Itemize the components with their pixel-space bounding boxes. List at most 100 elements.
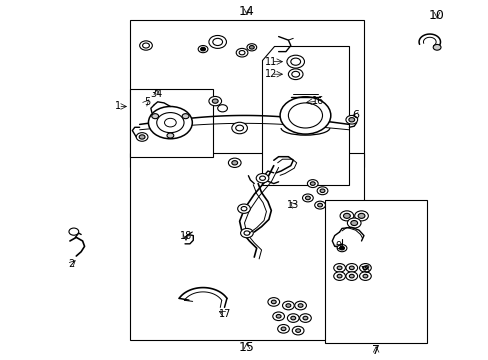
Circle shape xyxy=(294,301,306,310)
Circle shape xyxy=(345,116,357,124)
Circle shape xyxy=(241,207,246,211)
Circle shape xyxy=(298,304,303,307)
Circle shape xyxy=(164,118,176,127)
Circle shape xyxy=(305,196,310,200)
Circle shape xyxy=(182,114,189,119)
Polygon shape xyxy=(261,45,348,185)
Circle shape xyxy=(231,122,247,134)
Circle shape xyxy=(336,244,346,252)
Text: 9: 9 xyxy=(335,241,341,251)
Text: 14: 14 xyxy=(239,5,254,18)
Circle shape xyxy=(208,96,221,106)
Circle shape xyxy=(200,47,205,51)
Circle shape xyxy=(249,45,254,49)
Circle shape xyxy=(280,97,330,134)
Circle shape xyxy=(148,107,192,139)
Circle shape xyxy=(235,125,243,131)
Circle shape xyxy=(285,304,290,307)
Circle shape xyxy=(432,44,440,50)
Circle shape xyxy=(157,113,183,133)
Circle shape xyxy=(345,264,357,272)
Text: 12: 12 xyxy=(264,69,277,79)
Circle shape xyxy=(136,133,148,141)
Circle shape xyxy=(295,329,300,332)
Circle shape xyxy=(212,99,218,103)
Circle shape xyxy=(237,204,250,213)
Circle shape xyxy=(244,231,249,235)
Circle shape xyxy=(320,189,325,193)
Circle shape xyxy=(271,300,276,304)
Circle shape xyxy=(302,194,313,202)
Circle shape xyxy=(256,174,268,183)
Circle shape xyxy=(359,264,370,272)
Circle shape xyxy=(336,266,341,270)
Circle shape xyxy=(359,272,370,280)
Circle shape xyxy=(142,43,149,48)
Circle shape xyxy=(287,314,299,322)
Circle shape xyxy=(290,316,295,320)
Circle shape xyxy=(236,48,247,57)
Circle shape xyxy=(139,135,145,139)
Circle shape xyxy=(348,266,353,270)
Circle shape xyxy=(291,71,299,77)
Text: 10: 10 xyxy=(428,9,444,22)
Circle shape xyxy=(208,36,226,48)
Circle shape xyxy=(307,180,318,188)
Circle shape xyxy=(228,158,241,167)
Circle shape xyxy=(343,213,349,219)
Circle shape xyxy=(333,272,345,280)
Circle shape xyxy=(317,203,322,207)
Circle shape xyxy=(362,274,367,278)
Text: 16: 16 xyxy=(311,96,323,106)
Circle shape xyxy=(140,41,152,50)
Bar xyxy=(130,153,363,339)
Circle shape xyxy=(69,228,79,235)
Circle shape xyxy=(239,50,244,55)
Text: 7: 7 xyxy=(371,344,379,357)
Text: 34: 34 xyxy=(150,89,163,99)
Text: 6: 6 xyxy=(351,111,359,121)
Circle shape xyxy=(354,211,367,221)
Circle shape xyxy=(151,114,158,119)
Circle shape xyxy=(231,161,237,165)
Circle shape xyxy=(286,55,304,68)
Circle shape xyxy=(336,274,341,278)
Circle shape xyxy=(259,176,265,180)
Text: 13: 13 xyxy=(286,200,299,210)
Text: 18: 18 xyxy=(180,231,192,240)
Text: 5: 5 xyxy=(143,97,150,107)
Bar xyxy=(130,89,212,157)
Text: 17: 17 xyxy=(218,310,231,319)
Circle shape xyxy=(246,44,256,51)
Circle shape xyxy=(276,315,281,318)
Circle shape xyxy=(339,211,353,221)
Circle shape xyxy=(303,316,307,320)
Circle shape xyxy=(288,103,322,128)
Circle shape xyxy=(333,264,345,272)
Circle shape xyxy=(348,118,354,122)
Circle shape xyxy=(339,246,344,250)
Circle shape xyxy=(272,312,284,320)
Circle shape xyxy=(317,187,327,195)
Circle shape xyxy=(217,105,227,112)
Circle shape xyxy=(212,39,222,45)
Circle shape xyxy=(198,45,207,53)
Text: 2: 2 xyxy=(68,259,74,269)
Circle shape xyxy=(292,326,304,335)
Text: 8: 8 xyxy=(363,265,369,275)
Circle shape xyxy=(299,314,311,322)
Circle shape xyxy=(348,274,353,278)
Circle shape xyxy=(240,228,253,238)
Circle shape xyxy=(362,266,367,270)
Bar xyxy=(325,200,427,343)
Text: 15: 15 xyxy=(239,341,254,354)
Circle shape xyxy=(281,327,285,330)
Text: 1: 1 xyxy=(115,102,121,112)
Circle shape xyxy=(345,272,357,280)
Circle shape xyxy=(290,58,300,65)
Circle shape xyxy=(310,182,315,185)
Circle shape xyxy=(277,324,289,333)
Bar xyxy=(130,21,363,167)
Circle shape xyxy=(350,221,357,226)
Circle shape xyxy=(288,69,303,80)
